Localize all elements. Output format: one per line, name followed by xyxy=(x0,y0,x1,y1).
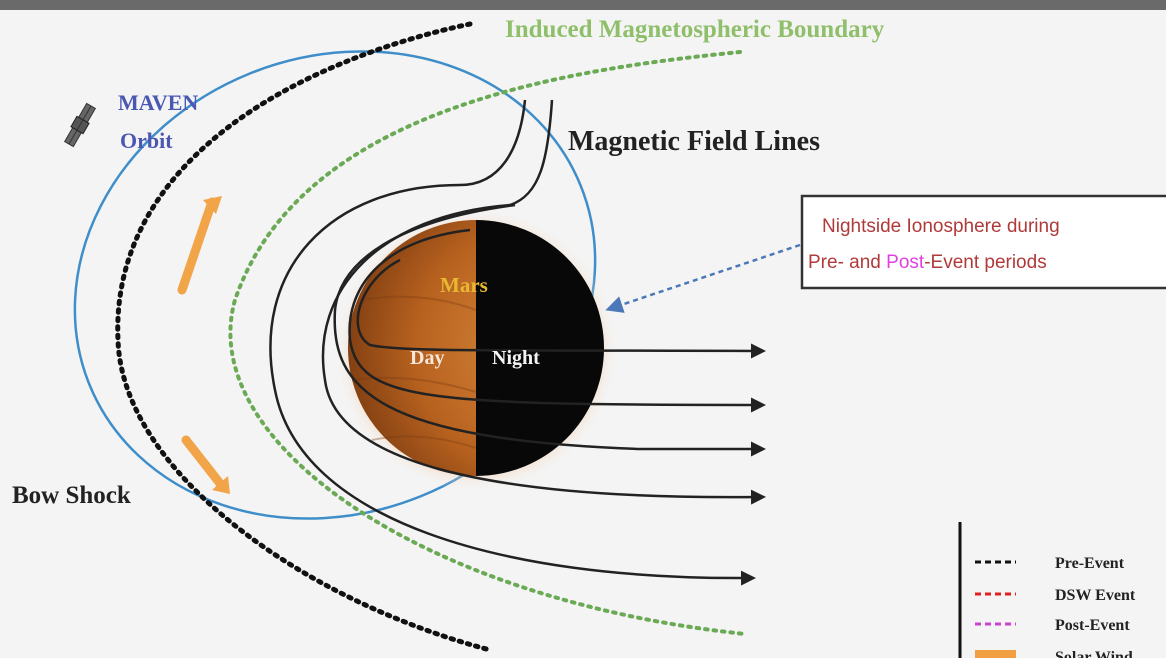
legend-label: DSW Event xyxy=(1055,587,1136,604)
callout-line2-c: -Event periods xyxy=(924,252,1047,273)
top-band xyxy=(0,0,1166,10)
callout-line1: Nightside Ionosphere during xyxy=(822,216,1060,237)
legend-item-dsw-event: DSW Event xyxy=(975,587,1136,604)
legend: Pre-Event DSW Event Post-Event Solar Win… xyxy=(958,522,1136,658)
callout-line2: Pre- and Post-Event periods xyxy=(808,252,1047,273)
legend-label: Post-Event xyxy=(1055,617,1130,634)
imb-label: Induced Magnetospheric Boundary xyxy=(505,16,885,43)
callout-line2-highlight: Post xyxy=(886,252,925,273)
callout-line2-a: Pre- and xyxy=(808,252,886,273)
day-label: Day xyxy=(410,347,444,369)
maven-label-line2: Orbit xyxy=(120,128,173,153)
mars-label: Mars xyxy=(440,273,488,297)
legend-item-pre-event: Pre-Event xyxy=(975,555,1125,572)
satellite-icon xyxy=(63,102,97,148)
bow-shock-boundary xyxy=(115,21,493,653)
legend-label: Pre-Event xyxy=(1055,555,1125,572)
maven-orbit xyxy=(73,50,597,520)
legend-item-post-event: Post-Event xyxy=(975,617,1130,634)
legend-item-solar-wind: Solar Wind xyxy=(975,649,1133,658)
callout-box xyxy=(800,194,1166,290)
imb-boundary xyxy=(228,50,747,636)
callout-arrow xyxy=(605,243,801,313)
magnetic-field-lines xyxy=(269,99,766,586)
solar-wind-arrows xyxy=(177,196,230,494)
legend-swatch xyxy=(975,650,1016,658)
bow-shock-label: Bow Shock xyxy=(12,482,131,509)
mars-night-side xyxy=(476,220,604,476)
legend-label: Solar Wind xyxy=(1055,649,1133,658)
night-label: Night xyxy=(492,347,540,369)
field-lines-label: Magnetic Field Lines xyxy=(568,126,820,157)
maven-label-line1: MAVEN xyxy=(118,90,198,115)
